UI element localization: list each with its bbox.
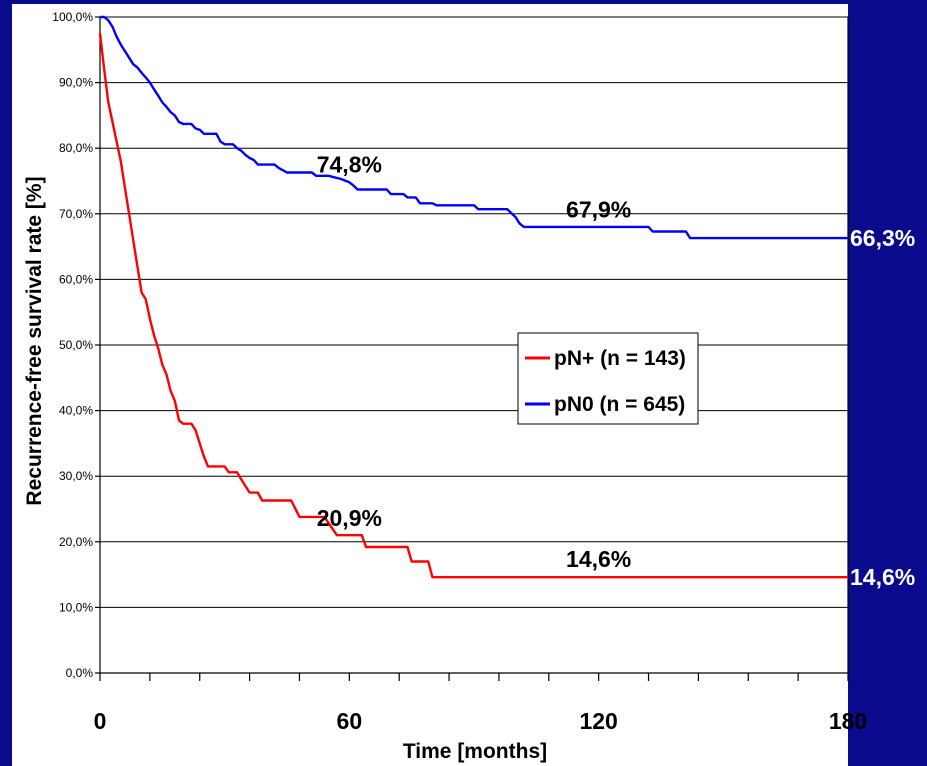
- value-annotation: 20,9%: [317, 505, 382, 531]
- legend: pN+ (n = 143) pN0 (n = 645): [517, 332, 699, 425]
- y-tick-label: 30,0%: [59, 469, 93, 483]
- y-tick-labels: 0,0% 10,0% 20,0% 30,0% 40,0% 50,0% 60,0% 70,0% 8…: [52, 10, 93, 680]
- x-tick-label: 0: [94, 708, 107, 734]
- x-tick-label: 60: [337, 708, 363, 734]
- x-tick-label: 120: [579, 708, 617, 734]
- value-annotations: 74,8% 67,9% 66,3% 20,9% 14,6% 14,6%: [317, 151, 915, 590]
- y-tick-label: 20,0%: [59, 535, 93, 549]
- x-axis-ticks: 0 60 120 180: [94, 673, 867, 734]
- value-annotation: 74,8%: [317, 151, 382, 177]
- y-tick-label: 60,0%: [59, 272, 93, 286]
- legend-label-pn0: pN0 (n = 645): [554, 393, 685, 416]
- y-tick-label: 50,0%: [59, 338, 93, 352]
- y-tick-label: 70,0%: [59, 207, 93, 221]
- value-annotation: 67,9%: [566, 197, 631, 223]
- legend-box: [517, 332, 699, 425]
- y-tick-label: 90,0%: [59, 76, 93, 90]
- y-tick-label: 100,0%: [52, 10, 93, 24]
- chart-panel: [12, 4, 848, 766]
- end-value-label: 66,3%: [850, 225, 915, 251]
- end-value-label: 14,6%: [850, 564, 915, 590]
- x-axis-title: Time [months]: [403, 740, 547, 763]
- axes: [95, 16, 849, 674]
- value-annotation: 14,6%: [566, 546, 631, 572]
- y-tick-label: 40,0%: [59, 404, 93, 418]
- y-tick-label: 10,0%: [59, 600, 93, 614]
- grid-lines: [100, 16, 848, 608]
- y-tick-label: 0,0%: [66, 666, 94, 680]
- x-tick-label: 180: [829, 708, 867, 734]
- y-tick-label: 80,0%: [59, 141, 93, 155]
- series-line-pn-plus: [98, 33, 848, 579]
- legend-label-pn-plus: pN+ (n = 143): [554, 347, 686, 370]
- series-lines: [98, 15, 848, 579]
- y-axis-title: Recurrence-free survival rate [%]: [23, 176, 46, 505]
- series-line-pn0: [100, 15, 848, 240]
